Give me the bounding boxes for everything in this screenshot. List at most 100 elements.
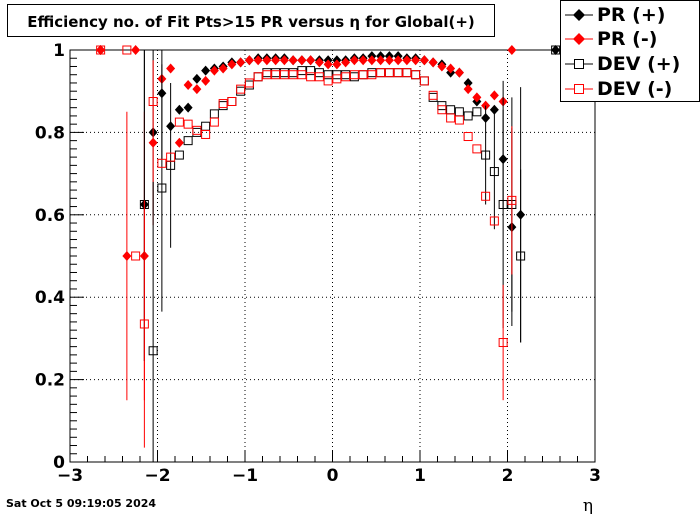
pr-point <box>314 57 324 68</box>
dev-point <box>341 72 351 82</box>
dev-point <box>306 66 316 76</box>
x-tick-label: −1 <box>232 466 258 486</box>
dev-point <box>131 251 141 261</box>
y-tick-label: 0.8 <box>35 123 65 143</box>
dev-point <box>516 251 526 261</box>
y-tick-label: 0 <box>53 453 65 473</box>
dev-point <box>393 68 403 78</box>
pr-point <box>306 55 316 66</box>
x-tick-label: 0 <box>327 466 339 486</box>
dev-point <box>384 68 394 78</box>
pr-point <box>472 92 482 103</box>
pr-point <box>148 137 158 148</box>
timestamp: Sat Oct 5 09:19:05 2024 <box>6 497 157 510</box>
legend-label: DEV (+) <box>597 53 681 75</box>
dev-point <box>419 76 429 86</box>
legend-item-pr-minus: PR (-) <box>561 27 700 52</box>
dev-point <box>271 68 281 78</box>
pr-point <box>358 55 368 66</box>
legend-item-dev-plus: DEV (+) <box>561 52 700 77</box>
dev-point <box>367 68 377 78</box>
legend-marker-diamond-black <box>565 9 593 21</box>
dev-point <box>411 70 421 80</box>
pr-point <box>174 137 184 148</box>
dev-point <box>498 338 508 348</box>
dev-point <box>227 97 237 106</box>
dev-point <box>262 70 272 80</box>
pr-point <box>551 45 561 55</box>
pr-point <box>244 55 254 66</box>
dev-point <box>454 115 464 125</box>
pr-point <box>446 63 456 74</box>
pr-point <box>507 45 517 55</box>
pr-point <box>96 45 106 55</box>
x-tick-label: −3 <box>57 466 83 486</box>
pr-point <box>393 55 403 66</box>
dev-point <box>376 68 386 78</box>
dev-point <box>166 152 176 162</box>
dev-point <box>218 101 228 111</box>
dev-point <box>148 346 158 356</box>
legend-marker-square-red <box>565 84 593 94</box>
dev-point <box>358 70 368 80</box>
dev-point <box>446 105 456 115</box>
y-tick-label: 0.2 <box>35 371 65 391</box>
dev-point <box>446 113 456 123</box>
dev-point <box>323 76 333 86</box>
pr-point <box>279 55 289 66</box>
pr-point <box>402 55 412 66</box>
dev-point <box>349 72 359 82</box>
x-tick-label: 2 <box>502 466 514 486</box>
dev-point <box>218 99 228 109</box>
dev-point <box>174 150 184 160</box>
dev-point <box>358 70 368 80</box>
dev-point <box>463 132 473 142</box>
pr-point <box>437 61 447 72</box>
pr-point <box>209 65 219 76</box>
pr-point <box>411 55 421 66</box>
legend: PR (+) PR (-) DEV (+) DEV (-) <box>560 0 700 102</box>
legend-label: PR (+) <box>597 4 666 26</box>
dev-point <box>463 111 473 121</box>
dev-point <box>454 107 464 117</box>
pr-point <box>227 59 237 70</box>
pr-point <box>376 55 386 66</box>
dev-point <box>253 72 263 82</box>
dev-point <box>183 119 193 129</box>
dev-point <box>393 68 403 78</box>
dev-point <box>489 167 499 177</box>
dev-point <box>148 97 158 106</box>
dev-point <box>437 105 447 115</box>
pr-point <box>236 57 246 68</box>
chart-title-box: Efficiency no. of Fit Pts>15 PR versus η… <box>7 4 495 37</box>
pr-point <box>201 65 211 76</box>
dev-point <box>367 70 377 80</box>
pr-point <box>323 59 333 70</box>
legend-item-dev-minus: DEV (-) <box>561 77 700 102</box>
dev-point <box>376 68 386 78</box>
dev-point <box>157 158 167 168</box>
dev-point <box>384 68 394 78</box>
pr-point <box>174 104 184 115</box>
pr-point <box>367 55 377 66</box>
chart-title: Efficiency no. of Fit Pts>15 PR versus η… <box>27 13 475 31</box>
dev-point <box>472 107 482 117</box>
pr-point <box>384 55 394 66</box>
dev-point <box>201 121 211 131</box>
dev-point <box>157 183 167 193</box>
dev-point <box>481 191 491 201</box>
x-axis-label: η <box>583 496 593 514</box>
pr-point <box>419 55 429 66</box>
pr-point <box>183 102 193 113</box>
pr-point <box>218 63 228 74</box>
dev-point <box>288 68 298 78</box>
dev-point <box>314 72 324 82</box>
pr-point <box>192 84 202 95</box>
pr-point <box>489 90 499 101</box>
pr-point <box>166 63 176 74</box>
pr-point <box>262 55 272 66</box>
pr-point <box>454 67 464 78</box>
pr-point <box>489 104 499 115</box>
dev-point <box>279 70 289 80</box>
dev-point <box>279 68 289 78</box>
